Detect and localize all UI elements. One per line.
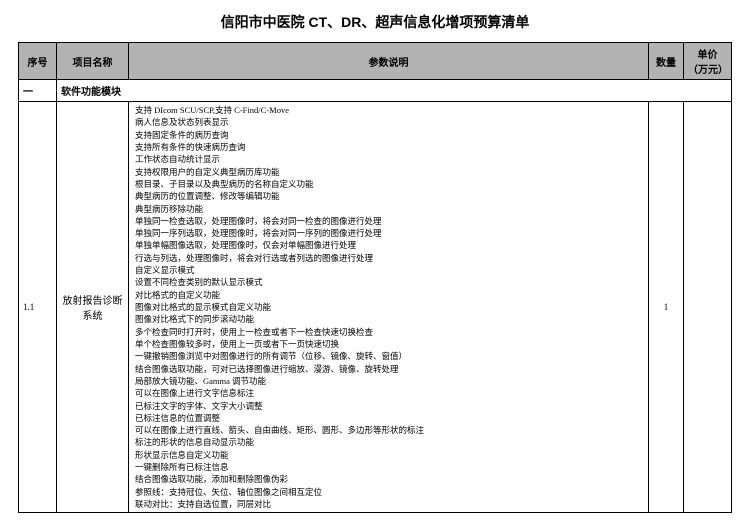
row-name: 放射报告诊断系统 bbox=[57, 102, 129, 513]
param-line: 自定义显示模式 bbox=[135, 264, 642, 276]
param-line: 工作状态自动统计显示 bbox=[135, 153, 642, 165]
param-line: 行选与列选，处理图像时，将会对行选或者列选的图像进行处理 bbox=[135, 252, 642, 264]
param-line: 已标注信息的位置调整 bbox=[135, 412, 642, 424]
param-line: 设置不同检查类别的默认显示模式 bbox=[135, 276, 642, 288]
param-line: 图像对比格式下的同步滚动功能 bbox=[135, 313, 642, 325]
param-line: 支持所有条件的快速病历查询 bbox=[135, 141, 642, 153]
row-qty: 1 bbox=[649, 102, 684, 513]
header-seq: 序号 bbox=[19, 43, 57, 80]
param-line: 可以在图像上进行文字信息标注 bbox=[135, 387, 642, 399]
param-line: 单独同一序列选取，处理图像时，将会对同一序列的图像进行处理 bbox=[135, 227, 642, 239]
param-line: 一键删除所有已标注信息 bbox=[135, 461, 642, 473]
param-line: 结合图像选取功能，添加和删除图像伪彩 bbox=[135, 473, 642, 485]
section-row: 一 软件功能模块 bbox=[19, 80, 732, 102]
param-line: 标注的形状的信息自动显示功能 bbox=[135, 436, 642, 448]
param-line: 一键撤销图像浏览中对图像进行的所有调节（位移、镜像、旋转、窗值） bbox=[135, 350, 642, 362]
header-param: 参数说明 bbox=[129, 43, 649, 80]
param-line: 联动对比：支持自选位置，同层对比 bbox=[135, 498, 642, 510]
header-qty: 数量 bbox=[649, 43, 684, 80]
row-params: 支持 DIcom SCU/SCP,支持 C-Find/C-Move病人信息及状态… bbox=[129, 102, 649, 513]
param-line: 对比格式的自定义功能 bbox=[135, 289, 642, 301]
param-line: 参照线：支持冠位、矢位、轴位图像之间相互定位 bbox=[135, 486, 642, 498]
table-row: 1.1 放射报告诊断系统 支持 DIcom SCU/SCP,支持 C-Find/… bbox=[19, 102, 732, 513]
param-line: 典型病历移除功能 bbox=[135, 203, 642, 215]
param-line: 已标注文字的字体、文字大小调整 bbox=[135, 400, 642, 412]
param-line: 结合图像选取功能，可对已选择图像进行缩放、漫游、镜像、旋转处理 bbox=[135, 363, 642, 375]
row-seq: 1.1 bbox=[19, 102, 57, 513]
row-price bbox=[684, 102, 732, 513]
document-title: 信阳市中医院 CT、DR、超声信息化增项预算清单 bbox=[18, 12, 732, 32]
param-line: 根目录、子目录以及典型病历的名称自定义功能 bbox=[135, 178, 642, 190]
param-line: 形状显示信息自定义功能 bbox=[135, 449, 642, 461]
header-price: 单价（万元） bbox=[684, 43, 732, 80]
header-name: 项目名称 bbox=[57, 43, 129, 80]
param-line: 多个检查同时打开时，使用上一检查或者下一检查快速切换检查 bbox=[135, 326, 642, 338]
section-seq: 一 bbox=[19, 80, 57, 102]
param-line: 图像对比格式的显示模式自定义功能 bbox=[135, 301, 642, 313]
param-line: 单独单幅图像选取，处理图像时，仅会对单幅图像进行处理 bbox=[135, 239, 642, 251]
param-line: 病人信息及状态列表显示 bbox=[135, 116, 642, 128]
param-line: 支持权限用户的自定义典型病历库功能 bbox=[135, 166, 642, 178]
budget-table: 序号 项目名称 参数说明 数量 单价（万元） 一 软件功能模块 1.1 放射报告… bbox=[18, 42, 732, 513]
param-line: 可以在图像上进行直线、箭头、自由曲线、矩形、圆形、多边形等形状的标注 bbox=[135, 424, 642, 436]
param-line: 单个检查图像较多时，使用上一页或者下一页快速切换 bbox=[135, 338, 642, 350]
table-header-row: 序号 项目名称 参数说明 数量 单价（万元） bbox=[19, 43, 732, 80]
param-line: 局部放大镜功能、Gamma 调节功能 bbox=[135, 375, 642, 387]
param-line: 支持 DIcom SCU/SCP,支持 C-Find/C-Move bbox=[135, 104, 642, 116]
section-label: 软件功能模块 bbox=[57, 80, 732, 102]
param-line: 单独同一检查选取，处理图像时，将会对同一检查的图像进行处理 bbox=[135, 215, 642, 227]
param-line: 支持固定条件的病历查询 bbox=[135, 129, 642, 141]
param-line: 典型病历的位置调整、修改等编辑功能 bbox=[135, 190, 642, 202]
